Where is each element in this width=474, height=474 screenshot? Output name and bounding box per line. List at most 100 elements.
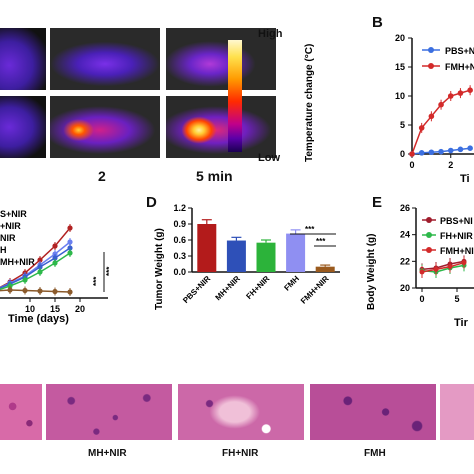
panel-d-bar-4 (286, 233, 306, 272)
panel-b-ytick-label: 5 (400, 120, 405, 130)
panel-d-xtick-label: PBS+NIR (181, 274, 212, 305)
panel-c-series-line-3 (0, 247, 71, 289)
panel-b-ytick-label: 10 (395, 91, 405, 101)
thermal-image-r1c1 (0, 28, 46, 90)
panel-e-point (433, 266, 439, 272)
histology-image-5 (440, 384, 474, 440)
panel-e-point (419, 269, 425, 275)
panel-d-bar-5 (315, 266, 335, 272)
panel-b-xlabel: Ti (460, 173, 470, 185)
panel-d-xtick-label: FH+NIR (244, 274, 271, 301)
panel-letter-d: D (146, 194, 157, 211)
panel-b-point (438, 101, 444, 108)
histology-caption-1: MH+NIR (88, 448, 127, 459)
panel-b-ylabel: Temperature change (°C) (304, 44, 315, 162)
panel-c-point (67, 245, 73, 251)
histology-image-4 (310, 384, 436, 440)
panel-letter-e: E (372, 194, 383, 211)
panel-c-point (22, 287, 28, 294)
panel-b-point (467, 87, 473, 93)
panel-b-chart: Temperature change (°C) 0 5 10 15 20 0 2 Ti P… (304, 33, 474, 185)
panel-b-ytick-label: 0 (400, 149, 405, 159)
thermal-image-r2c2 (50, 96, 160, 158)
panel-e-legend-2: FH+NIR (440, 231, 473, 241)
panel-e-ytick-label: 26 (400, 203, 410, 213)
panel-b-point (428, 113, 435, 120)
panel-c-point (52, 288, 58, 295)
panel-c-point (37, 264, 43, 270)
panel-d-sig-1: *** (305, 225, 315, 234)
panel-b-ytick-label: 15 (395, 62, 405, 72)
panel-e-point (461, 260, 467, 266)
panel-c-point (37, 269, 43, 275)
panel-e-point (447, 264, 453, 270)
panel-e-xtick-label: 5 (454, 294, 459, 304)
panel-c-xtick-label: 10 (25, 304, 35, 314)
panel-b-point (418, 150, 425, 156)
panel-c-sig-2: *** (105, 266, 114, 276)
panel-b-point (447, 147, 454, 154)
panel-b-xtick-label: 0 (409, 160, 414, 170)
panel-c-chart: 10 15 20 S+NIR +NIR NIR H MH+NIR *** *** T… (0, 209, 114, 325)
panel-c-legend-2: +NIR (0, 221, 21, 231)
panel-c-xlabel: Time (days) (8, 313, 69, 325)
panel-e-xtick-label: 0 (419, 294, 424, 304)
time-label-2: 5 min (196, 168, 233, 184)
panel-d-bar-3 (256, 242, 276, 272)
time-label-1: 2 (98, 168, 106, 184)
panel-d-xtick-label: MH+NIR (214, 274, 242, 302)
panel-d-xtick-label: FMH (282, 274, 301, 293)
thermal-image-r1c2 (50, 28, 160, 90)
panel-c-legend-4: H (0, 245, 7, 255)
panel-c-point (52, 260, 58, 266)
panel-d-chart: Tumor Weight (g) 0.0 0.3 0.6 0.9 1.2 PBS+NIR… (154, 203, 340, 310)
panel-b-point (428, 149, 435, 156)
panel-d-ytick-label: 0.9 (173, 219, 186, 229)
panel-b-legend-2: FMH+N (445, 62, 474, 72)
panel-c-point (52, 243, 58, 249)
panel-e-legend: PBS+NI FH+NIR FMH+NI (422, 216, 474, 256)
thermal-image-r1c3 (166, 28, 276, 90)
histology-image-1 (0, 384, 42, 440)
panel-b-point (418, 125, 425, 131)
panel-e-ylabel: Body Weight (g) (366, 234, 377, 310)
panel-d-ytick-label: 0.3 (173, 251, 186, 261)
panel-e-legend-1: PBS+NI (440, 216, 473, 226)
histology-image-2 (46, 384, 172, 440)
histology-caption-2: FH+NIR (222, 448, 259, 459)
panel-e-ytick-label: 20 (400, 283, 410, 293)
colorbar-high-label: High (258, 28, 283, 40)
panel-b-legend-1: PBS+NI (445, 46, 474, 56)
panel-c-point (67, 250, 73, 256)
panel-e-chart: Body Weight (g) 20 22 24 26 0 5 PBS+NI FH+NI… (366, 203, 474, 329)
panel-d-xtick-label: FMH+NIR (299, 274, 331, 306)
panel-c-legend-1: S+NIR (0, 209, 27, 219)
panel-b-legend: PBS+NI FMH+N (422, 46, 474, 72)
panel-b-point (457, 146, 464, 153)
thermal-colorbar (228, 40, 242, 152)
panel-b-ytick-label: 20 (395, 33, 405, 43)
panel-e-legend-3: FMH+NI (440, 246, 474, 256)
panel-b-point (467, 145, 473, 151)
colorbar-low-label: Low (258, 152, 280, 164)
panel-d-bar-2 (226, 240, 246, 272)
panel-d-ylabel: Tumor Weight (g) (154, 228, 165, 310)
panel-c-legend-5: MH+NIR (0, 257, 35, 267)
panel-e-ytick-label: 22 (400, 256, 410, 266)
panel-letter-b: B (372, 14, 383, 31)
panel-e-series-line-3 (421, 261, 465, 273)
panel-d-bar-1 (197, 224, 217, 272)
panel-d-ytick-label: 1.2 (173, 203, 186, 213)
panel-c-point (22, 277, 28, 283)
thermal-image-r2c3 (166, 96, 276, 158)
panel-e-ytick-label: 24 (400, 230, 410, 240)
panel-c-series-line-4 (0, 252, 71, 291)
panel-d-ytick-label: 0.6 (173, 235, 186, 245)
panel-c-point (67, 225, 73, 231)
panel-d-ytick-label: 0.0 (173, 267, 186, 277)
panel-b-point (438, 148, 444, 155)
panel-c-point (67, 239, 73, 245)
panel-c-xtick-label: 20 (75, 304, 85, 314)
panel-b-point (457, 90, 464, 96)
panel-c-sig-1: *** (92, 276, 101, 286)
